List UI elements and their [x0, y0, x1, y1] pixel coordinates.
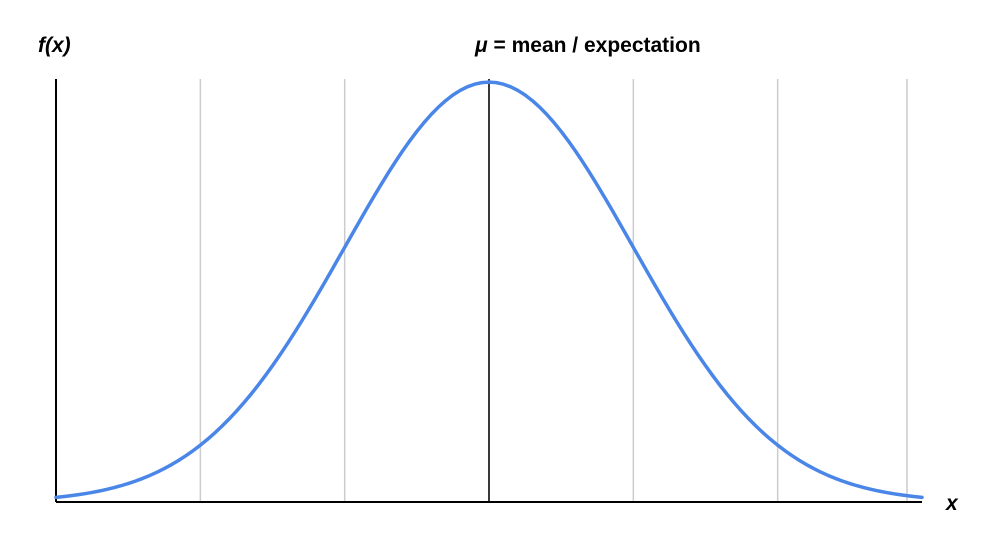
y-axis-label: f(x) — [38, 34, 71, 57]
curves — [54, 80, 924, 500]
gridlines — [199, 79, 908, 502]
mean-symbol: μ — [474, 34, 488, 57]
mean-text: = mean / expectation — [488, 34, 701, 57]
normal-curve — [54, 80, 924, 500]
mean-annotation: μ = mean / expectation — [474, 34, 701, 57]
x-axis-label: x — [945, 492, 959, 515]
